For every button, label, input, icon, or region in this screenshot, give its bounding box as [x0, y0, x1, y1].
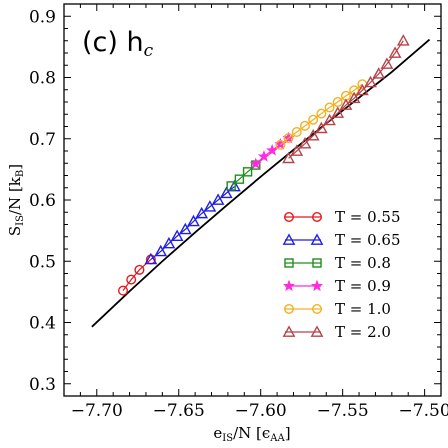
y-tick-label: 0.3	[29, 375, 56, 395]
legend-label: T = 0.65	[335, 231, 401, 249]
data-point	[332, 96, 343, 107]
data-point	[283, 133, 294, 144]
legend-label: T = 0.8	[335, 254, 391, 272]
legend-entry: T = 2.0	[282, 323, 391, 341]
y-tick-label: 0.9	[29, 7, 56, 27]
data-point	[316, 108, 327, 119]
series-1	[144, 179, 241, 265]
legend-marker	[310, 325, 324, 337]
x-tick-label: −7.55	[317, 401, 369, 421]
data-point	[291, 127, 302, 138]
data-point	[249, 157, 262, 170]
legend-marker	[284, 211, 295, 222]
x-tick-label: −7.60	[235, 401, 287, 421]
legend-marker	[312, 211, 323, 222]
data-point	[187, 214, 200, 227]
data-point	[203, 200, 217, 212]
data-point	[347, 91, 361, 104]
legend-label: T = 0.9	[335, 277, 391, 295]
legend-marker	[282, 279, 296, 292]
data-point	[298, 137, 312, 149]
data-point	[396, 34, 410, 46]
y-axis-ticks: 0.3 0.4 0.5 0.6 0.7 0.8 0.9	[29, 3, 441, 395]
y-axis-label: SIS/N [kB]	[6, 164, 26, 236]
legend-marker	[310, 279, 324, 292]
data-point	[388, 46, 402, 58]
data-point	[349, 85, 360, 96]
data-point	[355, 83, 369, 96]
data-point	[380, 57, 394, 69]
legend-entry: T = 1.0	[284, 300, 391, 318]
fit-curve-layer	[91, 38, 431, 328]
y-tick-label: 0.8	[29, 69, 56, 89]
data-point	[306, 129, 320, 141]
legend-label: T = 0.55	[335, 208, 401, 226]
legend-marker	[310, 233, 324, 245]
fit-curve	[91, 38, 431, 328]
data-point	[226, 181, 236, 191]
series-4	[275, 79, 368, 150]
legend-marker	[284, 258, 294, 268]
data-point	[275, 139, 286, 150]
data-point	[372, 67, 386, 79]
series-line	[122, 258, 152, 292]
data-point	[195, 206, 209, 219]
series-line	[279, 83, 363, 146]
y-tick-label: 0.7	[29, 130, 56, 150]
legend-entry: T = 0.8	[284, 254, 391, 272]
legend-entry: T = 0.65	[282, 231, 401, 249]
y-tick-label: 0.6	[29, 191, 56, 211]
data-point	[257, 150, 271, 162]
legend: T = 0.55 T = 0.65 T = 0.8 T = 0.9 T = 1.0 T =…	[282, 208, 401, 341]
legend-label: T = 2.0	[335, 323, 391, 341]
x-tick-label: −7.65	[153, 401, 205, 421]
data-point	[118, 285, 129, 296]
x-axis-ticks: −7.70 −7.65 −7.60 −7.55 −7.50	[63, 4, 448, 421]
data-point	[364, 75, 377, 88]
data-point	[126, 274, 137, 285]
data-point	[299, 120, 310, 131]
y-tick-label: 0.5	[29, 252, 56, 272]
y-tick-label: 0.4	[29, 314, 56, 334]
data-point	[211, 193, 225, 205]
legend-label: T = 1.0	[335, 300, 391, 318]
data-point	[154, 244, 168, 257]
x-tick-label: −7.50	[399, 401, 448, 421]
data-point	[324, 102, 335, 113]
legend-marker	[312, 258, 322, 268]
data-point	[219, 186, 233, 199]
data-point	[282, 151, 295, 164]
x-tick-label: −7.70	[71, 401, 123, 421]
legend-entry: T = 0.9	[282, 277, 391, 295]
data-point	[162, 236, 176, 249]
data-point	[290, 144, 304, 156]
data-point	[314, 121, 328, 134]
legend-marker	[284, 304, 295, 315]
panel-label: (c) hc	[82, 27, 154, 61]
x-axis-label: eIS/N [ϵAA]	[213, 424, 290, 444]
data-point	[170, 229, 184, 241]
legend-marker	[282, 325, 296, 337]
legend-entry: T = 0.55	[284, 208, 401, 226]
data-point	[339, 98, 353, 110]
data-point	[308, 114, 319, 125]
legend-marker	[312, 304, 323, 315]
data-point	[178, 222, 192, 235]
data-point	[242, 167, 253, 177]
data-point	[266, 144, 279, 156]
data-point	[323, 113, 336, 126]
data-point	[234, 174, 245, 184]
series-line	[288, 40, 404, 159]
data-point	[331, 106, 345, 118]
series-layer	[118, 34, 410, 296]
series-5	[282, 34, 410, 164]
data-point	[134, 264, 145, 275]
series-2	[226, 160, 261, 191]
legend-marker	[282, 233, 296, 245]
data-point	[144, 252, 158, 265]
